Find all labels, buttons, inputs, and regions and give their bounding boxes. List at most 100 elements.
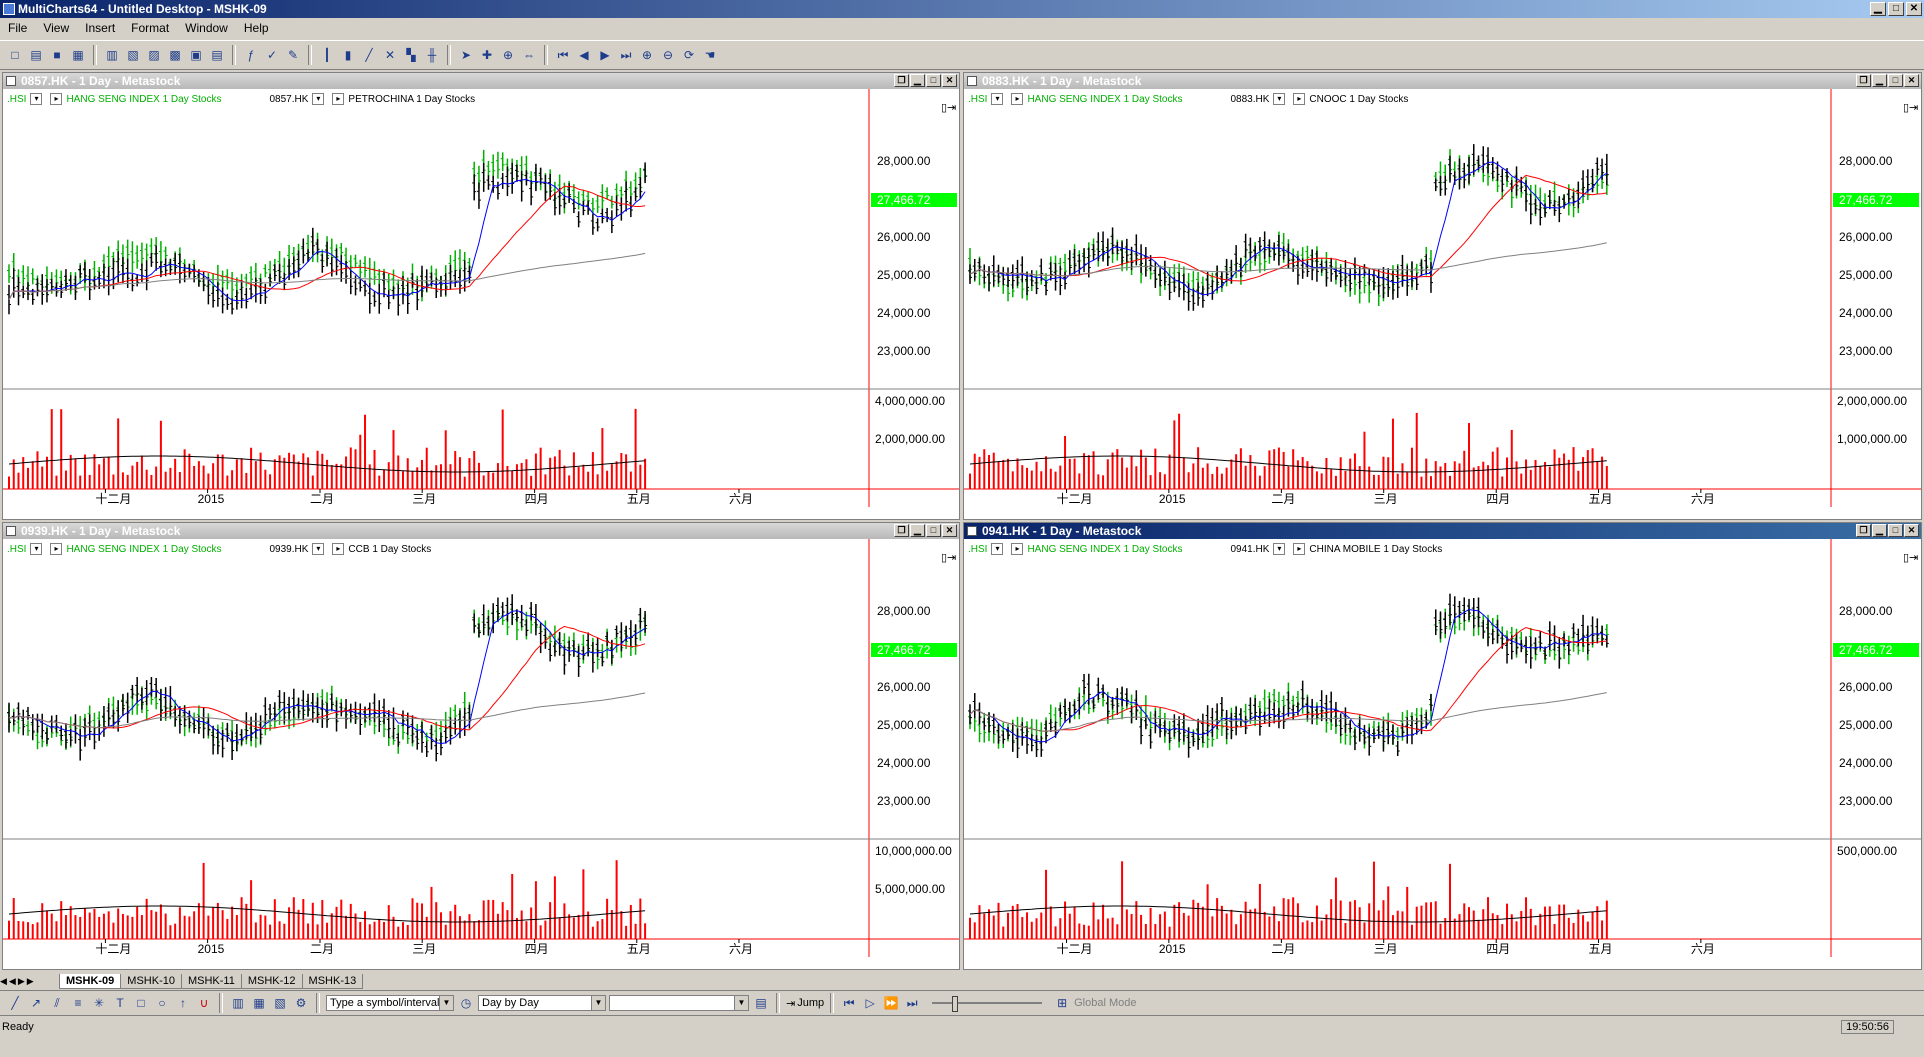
scroll-icon[interactable]: ⇔ <box>523 48 535 62</box>
maximize-icon[interactable]: □ <box>1888 74 1903 87</box>
pointer-icon[interactable]: ➤ <box>460 48 472 62</box>
line-tool-icon[interactable]: ╱ <box>11 996 19 1010</box>
bar-chart-icon[interactable]: ┃ <box>323 48 331 62</box>
chevron-down-icon[interactable]: ▾ <box>30 543 43 555</box>
minimize-icon[interactable]: ▁ <box>1872 524 1887 537</box>
chart-canvas[interactable]: ▯⇥28,000.0027,000.0026,000.0025,000.0024… <box>964 89 1922 520</box>
chart-options-icon[interactable]: ▯⇥ <box>1903 552 1918 564</box>
minimize-button[interactable]: ▁ <box>1870 2 1886 16</box>
tab-scroll-arrows[interactable]: ◀◀▶▶ <box>0 976 36 986</box>
maximize-icon[interactable]: □ <box>926 524 941 537</box>
indicator-icon[interactable]: ƒ <box>247 48 255 62</box>
series-2-symbol[interactable]: 0883.HK <box>1230 93 1270 105</box>
study-icon[interactable]: ▧ <box>274 996 286 1010</box>
playback-fast-icon[interactable]: ⏩ <box>883 996 899 1010</box>
strategy-icon[interactable]: ✓ <box>266 48 278 62</box>
quote-icon[interactable]: ▩ <box>169 48 181 62</box>
chart-canvas[interactable]: ▯⇥28,000.0027,000.0026,000.0025,000.0024… <box>964 539 1922 970</box>
tab-mshk-11[interactable]: MSHK-11 <box>180 974 242 989</box>
chevron-down-icon[interactable]: ▼ <box>734 996 748 1010</box>
restore-icon[interactable]: ❐ <box>1856 74 1871 87</box>
series-1-symbol[interactable]: .HSI <box>968 543 988 555</box>
hand-icon[interactable]: ☚ <box>704 48 716 62</box>
first-bar-icon[interactable]: ⏮ <box>557 47 569 62</box>
series-2-symbol[interactable]: 0939.HK <box>269 543 309 555</box>
candle-chart-icon[interactable]: ▮ <box>344 48 352 62</box>
magnet-icon[interactable]: ∪ <box>199 996 209 1010</box>
tab-mshk-10[interactable]: MSHK-10 <box>120 974 182 989</box>
close-button[interactable]: ✕ <box>1906 2 1922 16</box>
ellipse-tool-icon[interactable]: ○ <box>158 996 166 1010</box>
close-icon[interactable]: ✕ <box>1904 74 1919 87</box>
chevron-down-icon[interactable]: ▾ <box>991 93 1004 105</box>
chevron-down-icon[interactable]: ▾ <box>1273 543 1286 555</box>
chart-window-4[interactable]: 0941.HK - 1 Day - Metastock ❐ ▁ □ ✕ .HSI… <box>963 522 1922 970</box>
chart-options-icon[interactable]: ▯⇥ <box>941 552 956 564</box>
gann-tool-icon[interactable]: ✳ <box>93 996 105 1010</box>
chart-options-icon[interactable]: ▯⇥ <box>1903 102 1918 114</box>
arrow-tool-icon[interactable]: ↑ <box>180 996 186 1010</box>
date-select[interactable]: ▼ <box>609 995 749 1011</box>
chevron-down-icon[interactable]: ▾ <box>312 543 325 555</box>
open-icon[interactable]: ▤ <box>30 48 42 62</box>
menu-insert[interactable]: Insert <box>85 21 116 35</box>
order-icon[interactable]: ▤ <box>211 48 223 62</box>
minimize-icon[interactable]: ▁ <box>910 74 925 87</box>
restore-icon[interactable]: ❐ <box>1856 524 1871 537</box>
playback-first-icon[interactable]: ⏮ <box>843 995 855 1010</box>
zoom-in-icon[interactable]: ⊕ <box>641 48 653 62</box>
chart-window-title-bar[interactable]: 0941.HK - 1 Day - Metastock ❐ ▁ □ ✕ <box>964 523 1921 539</box>
calendar-icon[interactable]: ▤ <box>755 996 767 1010</box>
close-icon[interactable]: ✕ <box>1904 524 1919 537</box>
ray-tool-icon[interactable]: ↗ <box>30 996 42 1010</box>
chevron-down-icon[interactable]: ▼ <box>439 996 453 1010</box>
slider-thumb[interactable] <box>952 996 959 1012</box>
chart-canvas[interactable]: ▯⇥28,000.0027,000.0026,000.0025,000.0024… <box>3 539 960 970</box>
series-settings-icon[interactable]: ▸ <box>50 93 63 105</box>
tab-mshk-12[interactable]: MSHK-12 <box>240 974 303 989</box>
symbol-input[interactable]: Type a symbol/interval ▼ <box>326 995 454 1011</box>
restore-icon[interactable]: ❐ <box>894 524 909 537</box>
menu-format[interactable]: Format <box>131 21 170 35</box>
new-icon[interactable]: □ <box>11 48 19 62</box>
signal-icon[interactable]: ✎ <box>287 48 299 62</box>
settings-icon[interactable]: ⚙ <box>295 996 307 1010</box>
crosshair-icon[interactable]: ✚ <box>481 48 493 62</box>
chevron-down-icon[interactable]: ▾ <box>991 543 1004 555</box>
chart-canvas[interactable]: ▯⇥28,000.0027,000.0026,000.0025,000.0024… <box>3 89 960 520</box>
chevron-down-icon[interactable]: ▾ <box>30 93 43 105</box>
print-icon[interactable]: ▦ <box>72 48 84 62</box>
maximize-icon[interactable]: □ <box>926 74 941 87</box>
rectangle-tool-icon[interactable]: □ <box>137 996 145 1010</box>
channel-tool-icon[interactable]: ⫽ <box>54 995 60 1010</box>
series-2-symbol[interactable]: 0941.HK <box>1230 543 1270 555</box>
last-bar-icon[interactable]: ⏭ <box>620 47 632 62</box>
series-settings-icon[interactable]: ▸ <box>1011 93 1024 105</box>
menu-file[interactable]: File <box>8 21 28 35</box>
chart-window-3[interactable]: 0939.HK - 1 Day - Metastock ❐ ▁ □ ✕ .HSI… <box>2 522 960 970</box>
kagi-icon[interactable]: ╫ <box>427 48 437 62</box>
series-1-symbol[interactable]: .HSI <box>968 93 988 105</box>
close-icon[interactable]: ✕ <box>942 524 957 537</box>
jump-button[interactable]: ⇥ Jump <box>786 997 825 1010</box>
chart-window-title-bar[interactable]: 0883.HK - 1 Day - Metastock ❐ ▁ □ ✕ <box>964 73 1921 89</box>
series-2-symbol[interactable]: 0857.HK <box>269 93 309 105</box>
portfolio-icon[interactable]: ▣ <box>190 48 202 62</box>
text-tool-icon[interactable]: T <box>116 996 124 1010</box>
scanner-icon[interactable]: ▧ <box>127 48 139 62</box>
point-figure-icon[interactable]: ✕ <box>384 48 396 62</box>
chevron-down-icon[interactable]: ▾ <box>312 93 325 105</box>
tab-mshk-13[interactable]: MSHK-13 <box>301 974 364 989</box>
menu-view[interactable]: View <box>43 21 70 35</box>
chart-window-title-bar[interactable]: 0939.HK - 1 Day - Metastock ❐ ▁ □ ✕ <box>3 523 959 539</box>
restore-icon[interactable]: ❐ <box>894 74 909 87</box>
chevron-down-icon[interactable]: ▼ <box>591 996 605 1010</box>
menu-window[interactable]: Window <box>185 21 228 35</box>
series-1-symbol[interactable]: .HSI <box>7 93 27 105</box>
next-bar-icon[interactable]: ▶ <box>600 48 610 62</box>
save-icon[interactable]: ■ <box>53 48 61 62</box>
prev-bar-icon[interactable]: ◀ <box>579 48 589 62</box>
series-settings-icon[interactable]: ▸ <box>1293 543 1306 555</box>
series-1-symbol[interactable]: .HSI <box>7 543 27 555</box>
speed-slider[interactable] <box>932 996 1043 1012</box>
